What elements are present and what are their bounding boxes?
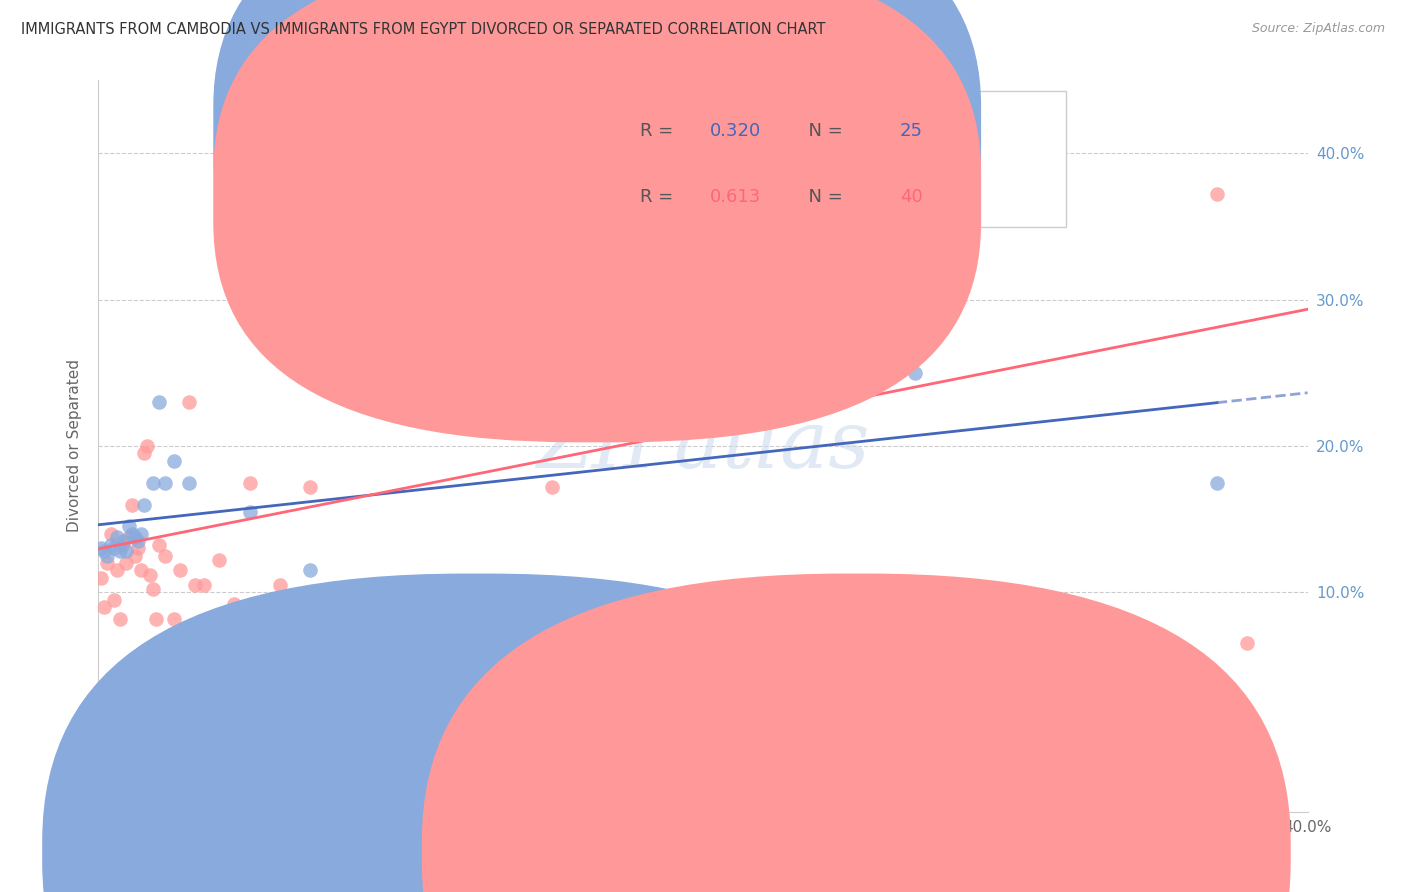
Text: 40: 40	[900, 188, 922, 206]
Y-axis label: Divorced or Separated: Divorced or Separated	[67, 359, 83, 533]
Point	[96, 556, 118, 570]
Point	[93, 599, 115, 614]
Point	[184, 578, 207, 592]
Point	[153, 475, 176, 490]
Point	[118, 530, 141, 544]
Point	[132, 498, 155, 512]
Point	[169, 563, 191, 577]
Point	[121, 526, 143, 541]
Point	[389, 270, 412, 285]
Point	[124, 530, 146, 544]
Point	[1236, 636, 1258, 650]
Point	[540, 480, 562, 494]
Point	[129, 563, 152, 577]
FancyBboxPatch shape	[558, 91, 1066, 227]
Point	[994, 190, 1017, 204]
Point	[127, 534, 149, 549]
Point	[114, 556, 136, 570]
Point	[269, 578, 291, 592]
Text: IMMIGRANTS FROM CAMBODIA VS IMMIGRANTS FROM EGYPT DIVORCED OR SEPARATED CORRELAT: IMMIGRANTS FROM CAMBODIA VS IMMIGRANTS F…	[21, 22, 825, 37]
Point	[145, 612, 167, 626]
Point	[121, 498, 143, 512]
Point	[129, 526, 152, 541]
Point	[139, 567, 162, 582]
Text: Immigrants from Cambodia: Immigrants from Cambodia	[495, 845, 706, 859]
Point	[904, 366, 927, 380]
Point	[299, 563, 322, 577]
Point	[540, 380, 562, 394]
Point	[631, 275, 654, 289]
Point	[124, 549, 146, 563]
Point	[90, 571, 112, 585]
Point	[177, 395, 201, 409]
Point	[142, 475, 165, 490]
Point	[208, 553, 231, 567]
Point	[450, 249, 472, 263]
Point	[299, 480, 322, 494]
Point	[163, 612, 186, 626]
Text: N =: N =	[797, 188, 849, 206]
Point	[132, 446, 155, 460]
Point	[111, 534, 134, 549]
Text: R =: R =	[640, 122, 679, 140]
FancyBboxPatch shape	[214, 0, 981, 442]
Text: R =: R =	[640, 188, 679, 206]
Point	[135, 439, 157, 453]
Point	[127, 541, 149, 556]
Point	[103, 541, 125, 556]
Text: N =: N =	[797, 122, 849, 140]
Point	[114, 544, 136, 558]
Point	[148, 395, 170, 409]
FancyBboxPatch shape	[214, 0, 981, 376]
Point	[329, 293, 352, 307]
Text: 0.613: 0.613	[710, 188, 762, 206]
Text: 25: 25	[900, 122, 924, 140]
Point	[163, 453, 186, 467]
Point	[177, 475, 201, 490]
Point	[103, 592, 125, 607]
Text: ZIPatlas: ZIPatlas	[536, 408, 870, 484]
Point	[96, 549, 118, 563]
Text: Immigrants from Egypt: Immigrants from Egypt	[875, 845, 1052, 859]
Point	[844, 612, 866, 626]
Point	[90, 541, 112, 556]
Point	[1206, 187, 1229, 202]
Point	[111, 539, 134, 553]
Point	[108, 612, 131, 626]
Point	[105, 563, 128, 577]
Point	[100, 526, 122, 541]
Point	[142, 582, 165, 597]
Point	[224, 597, 246, 611]
Text: Source: ZipAtlas.com: Source: ZipAtlas.com	[1251, 22, 1385, 36]
Point	[93, 544, 115, 558]
Point	[148, 539, 170, 553]
Point	[193, 578, 215, 592]
Point	[1206, 475, 1229, 490]
Point	[105, 530, 128, 544]
Point	[118, 519, 141, 533]
Text: 0.320: 0.320	[710, 122, 762, 140]
Point	[239, 505, 262, 519]
Point	[100, 539, 122, 553]
Point	[153, 549, 176, 563]
Point	[239, 475, 262, 490]
Point	[108, 544, 131, 558]
